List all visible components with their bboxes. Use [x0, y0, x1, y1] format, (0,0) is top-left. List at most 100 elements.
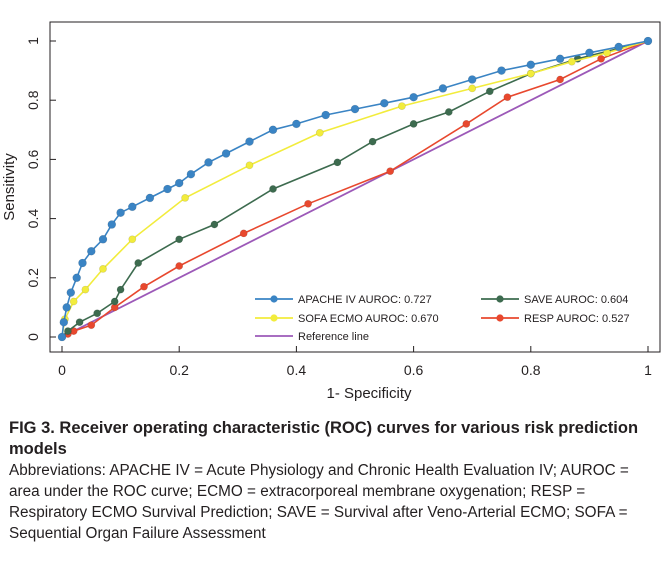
data-point — [107, 220, 117, 229]
data-point — [444, 108, 453, 116]
y-tick-label: 0.8 — [25, 90, 41, 110]
data-point — [87, 246, 96, 256]
legend-item: Reference line — [255, 331, 369, 343]
data-point — [350, 104, 360, 114]
data-point — [116, 285, 125, 294]
x-axis-title: 1- Specificity — [326, 385, 412, 402]
data-point — [64, 327, 72, 335]
data-point — [59, 317, 69, 327]
legend-swatch-marker — [270, 314, 278, 322]
y-tick-label: 0.2 — [25, 268, 41, 288]
data-point — [643, 36, 653, 46]
data-point — [556, 75, 564, 84]
data-point — [467, 75, 477, 84]
legend-item: SAVE AUROC: 0.604 — [481, 294, 628, 306]
data-point — [304, 199, 312, 208]
data-point — [128, 202, 137, 212]
y-tick-label: 1 — [25, 37, 41, 45]
series-3 — [58, 37, 652, 341]
legend-label: SAVE AUROC: 0.604 — [524, 294, 628, 306]
y-tick-label: 0 — [25, 333, 41, 341]
data-point — [245, 161, 254, 170]
data-point — [555, 54, 565, 64]
x-tick-label: 0.6 — [404, 362, 424, 378]
series-line — [61, 40, 649, 338]
data-point — [110, 297, 119, 306]
data-point — [87, 321, 96, 330]
data-point — [66, 288, 76, 297]
legend-label: APACHE IV AUROC: 0.727 — [298, 294, 432, 306]
y-tick-label: 0.4 — [25, 209, 41, 229]
figure-abbreviations: Abbreviations: APACHE IV = Acute Physiol… — [9, 462, 629, 542]
data-point — [98, 235, 108, 244]
data-point — [99, 264, 107, 273]
x-tick-label: 0 — [58, 362, 66, 378]
legend-label: SOFA ECMO AUROC: 0.670 — [298, 313, 439, 325]
data-point — [57, 332, 67, 342]
data-point — [526, 60, 536, 69]
data-point — [614, 42, 624, 52]
legend-item: RESP AUROC: 0.527 — [481, 313, 630, 325]
data-point — [379, 98, 389, 108]
legend-swatch-marker — [496, 295, 504, 303]
data-point — [78, 258, 87, 268]
x-tick-label: 1 — [644, 362, 652, 378]
data-point — [186, 169, 196, 179]
legend-label: RESP AUROC: 0.527 — [524, 313, 630, 325]
figure-caption: FIG 3. Receiver operating characteristic… — [9, 418, 659, 544]
data-point — [292, 119, 301, 129]
data-point — [468, 84, 477, 93]
data-point — [497, 66, 506, 75]
data-point — [62, 303, 71, 312]
x-axis-ticks: 0 0.2 0.4 0.6 0.8 1 — [58, 346, 652, 378]
data-point — [72, 273, 81, 283]
legend-swatch-marker — [270, 295, 278, 303]
data-point — [333, 158, 342, 167]
series-0 — [57, 36, 653, 342]
data-point — [526, 69, 535, 78]
data-point — [462, 120, 471, 128]
data-point — [69, 297, 78, 306]
data-point — [204, 158, 213, 167]
plot-frame — [49, 21, 661, 353]
data-point — [81, 285, 90, 294]
x-tick-label: 0.8 — [521, 362, 541, 378]
x-tick-label: 0.4 — [287, 362, 307, 378]
data-point — [140, 282, 148, 291]
data-point — [245, 137, 254, 146]
data-point — [181, 193, 189, 202]
data-point — [128, 235, 137, 244]
series-2 — [58, 37, 652, 341]
y-axis-ticks: 0 0.2 0.4 0.6 0.8 1 — [25, 37, 56, 341]
data-point — [397, 102, 406, 110]
data-point — [221, 149, 231, 158]
data-point — [409, 120, 418, 128]
legend: APACHE IV AUROC: 0.727 SAVE AUROC: 0.604 S… — [255, 294, 630, 343]
data-point — [268, 125, 278, 135]
data-point — [175, 262, 184, 270]
data-point — [175, 235, 184, 244]
y-axis-title: Sensitivity — [1, 153, 18, 221]
figure-title: FIG 3. Receiver operating characteristic… — [9, 419, 639, 458]
data-point — [163, 184, 172, 194]
plot-border — [49, 21, 661, 353]
data-point — [321, 110, 331, 120]
data-point — [116, 208, 125, 217]
y-tick-label: 0.6 — [25, 149, 41, 169]
data-point — [269, 185, 277, 193]
data-point — [438, 84, 448, 93]
series-4 — [61, 40, 649, 338]
data-point — [597, 54, 605, 63]
data-point — [75, 318, 84, 327]
data-point — [239, 229, 248, 238]
x-tick-label: 0.2 — [169, 362, 189, 378]
data-point — [368, 137, 377, 146]
roc-chart: 0 0.2 0.4 0.6 0.8 1 0 0.2 0.4 0.6 0.8 1 1- Specifi… — [1, 21, 661, 402]
data-point — [315, 128, 324, 137]
data-point — [503, 93, 512, 102]
data-point — [134, 259, 143, 267]
data-point — [409, 92, 418, 102]
data-point — [585, 48, 594, 58]
legend-label: Reference line — [298, 331, 369, 343]
data-point — [210, 220, 219, 229]
